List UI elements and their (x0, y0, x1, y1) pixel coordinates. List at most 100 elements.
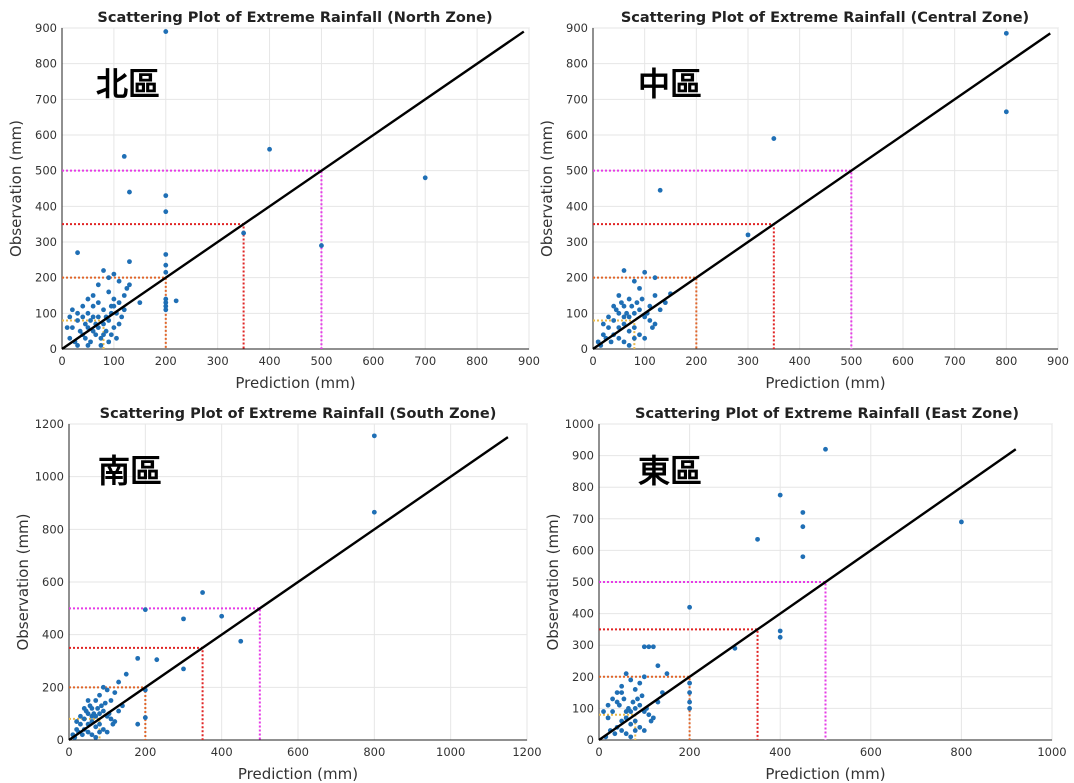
y-tick-label: 900 (572, 449, 594, 463)
data-point (85, 296, 91, 302)
data-point (614, 690, 620, 695)
y-axis-label: Observation (mm) (538, 120, 556, 257)
data-point (100, 727, 106, 732)
reference-line (592, 32, 1051, 350)
x-tick-label: 600 (287, 745, 309, 759)
data-point (97, 692, 102, 698)
data-point (637, 307, 642, 313)
x-tick-label: 900 (1047, 354, 1069, 368)
data-point (83, 708, 89, 714)
x-axis-label: Prediction (mm) (238, 765, 358, 783)
data-point (74, 719, 80, 724)
y-tick-label: 800 (566, 57, 588, 71)
data-point (95, 282, 101, 288)
data-point (632, 728, 638, 733)
data-point (101, 321, 106, 327)
data-point (238, 638, 244, 644)
data-point (777, 628, 783, 634)
data-point (629, 303, 635, 309)
data-point (632, 687, 638, 692)
data-point (600, 321, 606, 327)
data-point (687, 690, 692, 695)
data-point (777, 492, 783, 498)
data-point (777, 634, 783, 640)
x-tick-label: 400 (211, 745, 233, 759)
data-point (648, 718, 654, 724)
x-tick-label: 1000 (1037, 745, 1066, 759)
data-point (93, 698, 99, 703)
data-point (67, 335, 73, 341)
data-point (89, 732, 95, 738)
data-point (101, 307, 106, 313)
y-tick-label: 700 (566, 92, 588, 106)
data-point (108, 698, 114, 703)
data-point (163, 29, 169, 34)
y-tick-label: 500 (566, 164, 588, 178)
data-point (800, 510, 806, 515)
data-point (595, 339, 601, 345)
reference-line (68, 436, 509, 741)
y-tick-label: 400 (42, 628, 64, 642)
y-tick-label: 800 (35, 57, 57, 71)
x-tick-label: 800 (363, 745, 385, 759)
data-point (422, 175, 428, 181)
data-point (95, 314, 101, 320)
data-point (142, 715, 148, 721)
data-point (637, 332, 642, 338)
data-point (78, 721, 83, 727)
data-point (601, 709, 606, 714)
data-point (687, 706, 692, 711)
data-point (621, 696, 627, 702)
x-tick-label: 0 (65, 745, 72, 759)
x-tick-label: 200 (685, 354, 707, 368)
data-point (75, 310, 80, 316)
data-point (101, 268, 106, 273)
data-point (127, 189, 132, 195)
data-point (98, 335, 104, 341)
data-point (116, 679, 122, 685)
data-point (628, 677, 634, 683)
data-point (75, 343, 80, 348)
data-point (605, 715, 611, 721)
x-axis-label: Prediction (mm) (765, 765, 885, 783)
data-point (163, 252, 169, 257)
data-point (111, 303, 117, 309)
data-point (106, 339, 112, 345)
reference-line (61, 30, 525, 350)
data-point (137, 300, 143, 306)
data-point (173, 298, 179, 304)
data-point (111, 325, 117, 330)
data-point (79, 732, 85, 738)
data-point (97, 711, 102, 717)
data-point (616, 293, 622, 298)
y-tick-label: 100 (566, 306, 588, 320)
data-point (662, 300, 668, 306)
data-point (755, 536, 760, 542)
x-tick-label: 600 (860, 745, 882, 759)
central-zone-title: Scattering Plot of Extreme Rainfall (Cen… (621, 10, 1029, 26)
data-point (628, 734, 634, 740)
data-point (124, 285, 130, 291)
data-point (610, 696, 615, 702)
y-tick-label: 0 (57, 733, 64, 747)
data-point (95, 325, 101, 330)
data-point (319, 243, 324, 248)
data-point (637, 702, 643, 708)
data-point (119, 314, 125, 320)
x-tick-label: 400 (769, 745, 791, 759)
data-point (95, 706, 101, 711)
data-point (90, 328, 96, 334)
data-point (608, 339, 614, 345)
data-point (163, 193, 169, 199)
data-point (95, 300, 101, 306)
data-point (64, 325, 70, 330)
data-point (93, 332, 99, 338)
data-point (103, 328, 109, 334)
data-point (69, 325, 75, 330)
data-point (621, 321, 627, 327)
data-point (82, 335, 88, 341)
data-point (626, 343, 632, 348)
data-point (626, 296, 632, 302)
data-point (642, 269, 648, 275)
data-point (104, 687, 110, 693)
